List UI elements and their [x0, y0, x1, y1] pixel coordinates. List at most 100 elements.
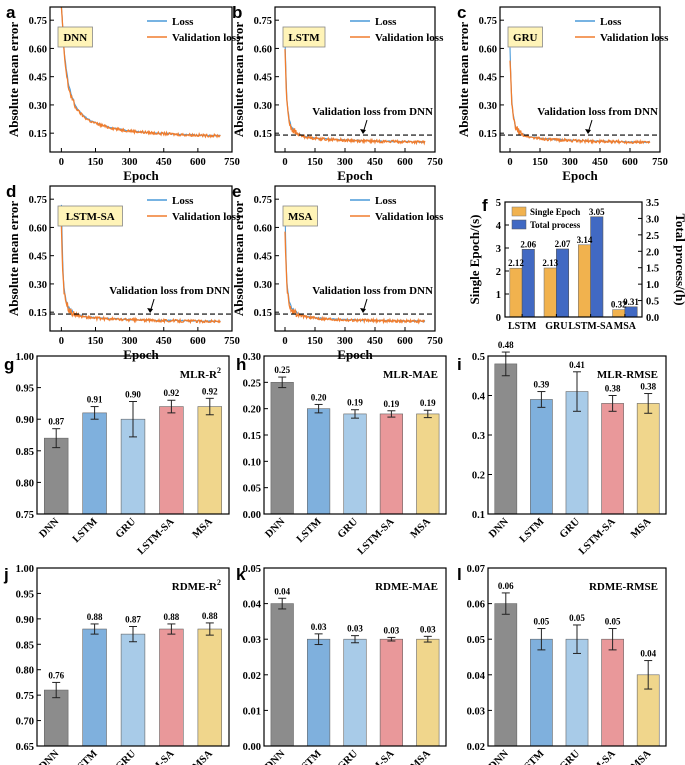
y-axis-label: Single Epoch/(s) [467, 215, 482, 305]
bar-panel-g: 0.87 DNN 0.91 LSTM 0.90 GRU 0.92 LSTM-SA 0.92 MSA… [16, 352, 230, 557]
model-badge [507, 26, 543, 48]
bar-value-label: 0.39 [534, 380, 550, 390]
y-tick-label: 0.85 [16, 640, 34, 651]
panel-label-b: b [232, 3, 242, 22]
bar-dnn [270, 603, 294, 747]
y-tick-label: 0.15 [254, 308, 272, 319]
bar-value-label: 0.05 [534, 617, 550, 627]
legend-label: Single Epoch [530, 207, 580, 217]
bar-dnn [494, 603, 518, 747]
panel-label-h: h [236, 355, 246, 374]
plot-frame [274, 6, 436, 153]
x-tick-label: GRU [336, 748, 361, 765]
reference-arrow-head [147, 308, 154, 314]
bar-value-label: 3.14 [577, 235, 593, 245]
loss-panel-b: Validation loss from DNN 0.15 0.30 0.45 0.60… [231, 6, 444, 183]
bar-value-label: 0.19 [347, 398, 363, 408]
bar-value-label: 0.19 [420, 398, 436, 408]
y-tick-label: 0.80 [16, 666, 34, 677]
bar-dnn [270, 382, 294, 515]
legend-label: Loss [172, 16, 194, 28]
y-tick-label: 0.01 [243, 706, 261, 717]
x-tick-label: 150 [307, 157, 323, 168]
bar-panel-i: 0.48 DNN 0.39 LSTM 0.41 GRU 0.38 LSTM-SA 0.38 MSA… [472, 340, 667, 557]
bar-value-label: 0.88 [164, 612, 180, 622]
y-tick-label: 0.05 [243, 564, 261, 575]
x-axis-label: Epoch [123, 168, 159, 183]
x-tick-label: 150 [88, 157, 104, 168]
y-tick-label: 0.75 [254, 16, 272, 27]
bar-value-label: 0.04 [274, 586, 290, 596]
metric-title: RDME-R2 [172, 578, 221, 593]
y-tick-label: 0.15 [243, 431, 261, 442]
series-line-validation-loss [284, 49, 426, 146]
bar-msa [197, 406, 223, 515]
plot-frame [36, 355, 230, 515]
x-tick-label: LSTM [508, 321, 537, 332]
bar-value-label: 0.91 [87, 395, 103, 405]
x-tick-label: GRU [114, 516, 139, 541]
x-tick-label: 0 [282, 157, 287, 168]
metric-title: MLR-R2 [180, 366, 221, 381]
x-tick-label: 0 [59, 157, 64, 168]
bar-total-process [556, 248, 570, 318]
plot-frame [263, 567, 447, 747]
x-tick-label: GRU [558, 516, 583, 541]
x-tick-label: 750 [652, 157, 668, 168]
bar-value-label: 0.05 [605, 617, 621, 627]
y-tick-label: 0.15 [479, 129, 497, 140]
panel-label-e: e [232, 182, 241, 201]
y2-tick-label: 1.0 [646, 280, 659, 291]
y2-tick-label: 3.5 [646, 198, 659, 209]
y-tick-label: 0.15 [29, 129, 47, 140]
model-badge-label: LSTM-SA [66, 211, 115, 223]
model-badge [57, 26, 93, 48]
bar-lstm [530, 638, 553, 747]
y-axis-label: Absolute mean error [231, 201, 246, 317]
y-tick-label: 0.04 [243, 600, 262, 611]
x-tick-label: LSTM [518, 748, 547, 765]
x-tick-label: 750 [224, 157, 240, 168]
bar-lstm [307, 638, 331, 747]
y-tick-label: 0.30 [479, 101, 497, 112]
y-tick-label: 0.45 [479, 73, 497, 84]
legend-label: Validation loss [172, 32, 241, 44]
bar-value-label: 0.41 [569, 360, 585, 370]
x-tick-label: 0 [59, 336, 64, 347]
y-tick-label: 0.15 [254, 129, 272, 140]
panel-label-k: k [236, 565, 246, 584]
bar-total-process [624, 306, 638, 318]
y-tick-label: 0.85 [16, 447, 34, 458]
y-axis-label: Absolute mean error [6, 22, 21, 138]
legend-swatch-total-process [511, 219, 527, 230]
bar-value-label: 0.04 [640, 649, 656, 659]
y-tick-label: 0.20 [243, 405, 261, 416]
y-tick-label: 3 [496, 244, 501, 255]
x-tick-label: MSA [409, 516, 434, 541]
y-tick-label: 0.80 [16, 478, 34, 489]
bar-lstm-sa [379, 413, 403, 515]
bar-value-label: 0.87 [125, 614, 141, 624]
metric-title-superscript: 2 [217, 578, 221, 587]
panel-label-f: f [482, 196, 488, 215]
bar-single-epoch [577, 244, 591, 318]
legend-label: Validation loss [375, 211, 444, 223]
reference-line-label: Validation loss from DNN [109, 285, 230, 297]
y-tick-label: 1.00 [16, 564, 34, 575]
loss-panel-e: Validation loss from DNN 0.15 0.30 0.45 0.60… [231, 185, 444, 362]
bar-total-process [521, 249, 535, 318]
series-line-loss [60, 7, 221, 137]
x-tick-label: GRU [336, 516, 361, 541]
y-tick-label: 0.75 [479, 16, 497, 27]
y-tick-label: 0.5 [472, 352, 485, 363]
x-tick-label: 300 [122, 157, 138, 168]
x-axis-label: Epoch [337, 347, 373, 362]
y-tick-label: 0 [496, 313, 501, 324]
legend-label: Validation loss [375, 32, 444, 44]
x-tick-label: LSTM-SA [136, 748, 177, 765]
model-badge [282, 26, 326, 48]
bar-value-label: 0.32 [611, 300, 627, 310]
x-tick-label: 450 [156, 157, 172, 168]
y-tick-label: 0.30 [254, 101, 272, 112]
